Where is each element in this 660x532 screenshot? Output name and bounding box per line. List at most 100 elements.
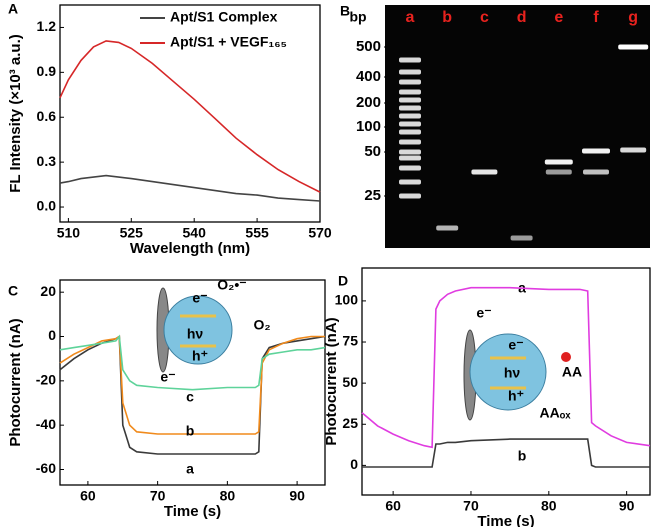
bp-label: 50	[364, 143, 381, 160]
x-axis-label: Wavelength (nm)	[130, 240, 250, 257]
plot-frame	[59, 4, 321, 223]
x-axis-label: Time (s)	[477, 513, 534, 527]
annotation: h⁺	[192, 348, 208, 364]
series-line	[361, 286, 651, 449]
x-tick-label: 80	[541, 498, 557, 514]
annotation: e⁻	[160, 369, 175, 385]
plot-frame	[59, 279, 326, 486]
annotation: e⁻	[508, 337, 523, 353]
plot-frame	[361, 267, 651, 496]
gel-image	[385, 5, 650, 248]
gel-band	[582, 148, 610, 154]
x-tick-label: 90	[619, 498, 635, 514]
particle	[469, 333, 547, 411]
bp-label: 400	[356, 68, 381, 85]
gel-band	[399, 165, 421, 171]
y-tick-label: 0	[350, 456, 358, 472]
x-tick-label: 510	[57, 225, 81, 241]
series-line	[59, 174, 321, 202]
x-tick-label: 70	[463, 498, 479, 514]
x-tick-label: 60	[80, 488, 96, 504]
y-axis-label: Photocurrent (nA)	[323, 317, 340, 445]
y-tick-label: 50	[342, 374, 358, 390]
y-tick-label: 100	[335, 292, 359, 308]
series-line	[59, 40, 321, 193]
gel-band	[399, 69, 421, 75]
gel-band	[399, 113, 421, 119]
y-tick-label: 0	[48, 327, 56, 343]
aa-molecule	[561, 352, 571, 362]
y-tick-label: -20	[36, 372, 56, 388]
bp-label: 25	[364, 187, 381, 204]
curve-label: c	[186, 389, 194, 405]
gel-band	[620, 147, 647, 153]
lane-label: b	[442, 9, 452, 26]
gel-band	[399, 97, 421, 103]
unit-label: bp	[349, 9, 366, 25]
gel-band	[399, 155, 421, 161]
gel-band	[544, 159, 573, 165]
curve-label: b	[186, 423, 195, 439]
x-tick-label: 555	[245, 225, 269, 241]
lane-label: f	[593, 9, 599, 26]
gel-band	[545, 169, 572, 175]
annotation: hν	[187, 326, 204, 342]
panel-label: A	[8, 1, 18, 17]
x-tick-label: 570	[308, 225, 332, 241]
series-line	[59, 335, 325, 435]
x-tick-label: 90	[289, 488, 305, 504]
x-tick-label: 70	[150, 488, 166, 504]
series-line	[362, 438, 650, 468]
gel-band	[618, 44, 649, 50]
legend-label: Apt/S1 + VEGF₁₆₅	[170, 34, 287, 50]
gel-band	[399, 139, 421, 145]
gel-band	[583, 169, 609, 175]
y-tick-label: 75	[342, 333, 358, 349]
y-tick-label: 1.2	[37, 18, 57, 34]
y-tick-label: 0.6	[37, 108, 57, 124]
x-tick-label: 525	[120, 225, 144, 241]
gel-band	[399, 121, 421, 127]
gel-band	[436, 225, 459, 231]
lane-label: e	[554, 9, 563, 26]
annotation: e⁻	[192, 290, 207, 306]
panel-label: D	[338, 273, 348, 289]
annotation: O₂	[253, 317, 270, 333]
gel-band	[399, 179, 421, 185]
y-tick-label: -60	[36, 460, 56, 476]
annotation: AA	[562, 364, 582, 380]
gel-band	[399, 129, 421, 135]
y-tick-label: 0.0	[37, 198, 57, 214]
annotation: e⁻	[476, 305, 491, 321]
annotation: h⁺	[508, 388, 524, 404]
lane-label: d	[517, 9, 527, 26]
x-tick-label: 80	[220, 488, 236, 504]
y-axis-label: FL Intensity (×10³ a.u.)	[7, 34, 24, 193]
y-tick-label: 0.9	[37, 63, 57, 79]
y-tick-label: -40	[36, 416, 56, 432]
panel-label: B	[340, 3, 350, 19]
y-tick-label: 20	[40, 283, 56, 299]
panel-label: C	[8, 283, 18, 299]
gel-band	[399, 105, 421, 111]
legend-label: Apt/S1 Complex	[170, 9, 278, 25]
lane-label: g	[628, 9, 638, 26]
gel-band	[471, 169, 498, 175]
annotation: O₂•⁻	[217, 277, 246, 293]
gel-band	[399, 57, 421, 63]
gel-band	[399, 149, 421, 155]
lane-label: a	[406, 9, 415, 26]
lane-label: c	[480, 9, 489, 26]
x-tick-label: 60	[385, 498, 401, 514]
curve-label: a	[186, 461, 194, 477]
y-tick-label: 25	[342, 415, 358, 431]
x-axis-label: Time (s)	[164, 503, 221, 520]
gel-band	[399, 79, 421, 85]
x-tick-label: 540	[183, 225, 207, 241]
bp-label: 500	[356, 38, 381, 55]
gel-band	[399, 193, 421, 199]
bp-label: 100	[356, 118, 381, 135]
y-axis-label: Photocurrent (nA)	[7, 318, 24, 446]
annotation: AAₒₓ	[539, 405, 571, 421]
gel-band	[510, 235, 533, 241]
